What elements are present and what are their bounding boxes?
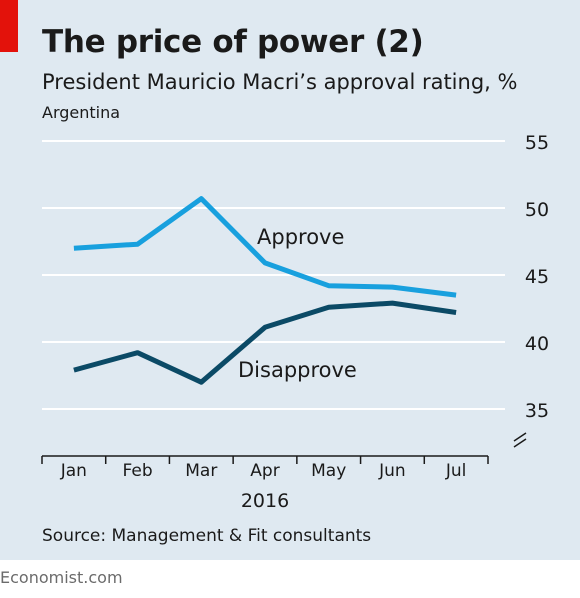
x-tick-label: Jan	[60, 461, 87, 481]
series-label-approve: Approve	[257, 225, 344, 249]
brand-red-tag	[0, 0, 18, 52]
axis-break-icon	[513, 432, 527, 448]
chart-panel	[0, 0, 580, 560]
x-tick-label: Apr	[250, 461, 279, 481]
x-tick-label: Jun	[378, 461, 406, 481]
source-note: Source: Management & Fit consultants	[42, 526, 372, 546]
chart-region-label: Argentina	[42, 103, 121, 122]
y-tick-label: 45	[525, 266, 549, 288]
line-chart: 55 50 45 40 35 Jan Feb Mar Apr May Jun Jul 2016 Appro…	[41, 132, 549, 512]
chart-title: The price of power (2)	[42, 24, 424, 60]
y-tick-label: 35	[525, 400, 549, 422]
brand-footer: Economist.com	[0, 568, 123, 587]
y-tick-label: 50	[525, 199, 549, 221]
series-line-approve	[73, 196, 457, 298]
x-tick-label: Feb	[123, 461, 153, 481]
x-tick-label: Jul	[445, 461, 467, 481]
y-tick-label: 40	[525, 333, 549, 355]
series-line-disapprove	[73, 300, 457, 385]
chart-subtitle: President Mauricio Macri’s approval rati…	[42, 70, 518, 94]
y-tick-label: 55	[525, 132, 549, 154]
x-tick-label: Mar	[185, 461, 217, 481]
x-axis-label: 2016	[241, 490, 289, 512]
x-tick-label: May	[311, 461, 346, 481]
series-label-disapprove: Disapprove	[238, 358, 357, 382]
